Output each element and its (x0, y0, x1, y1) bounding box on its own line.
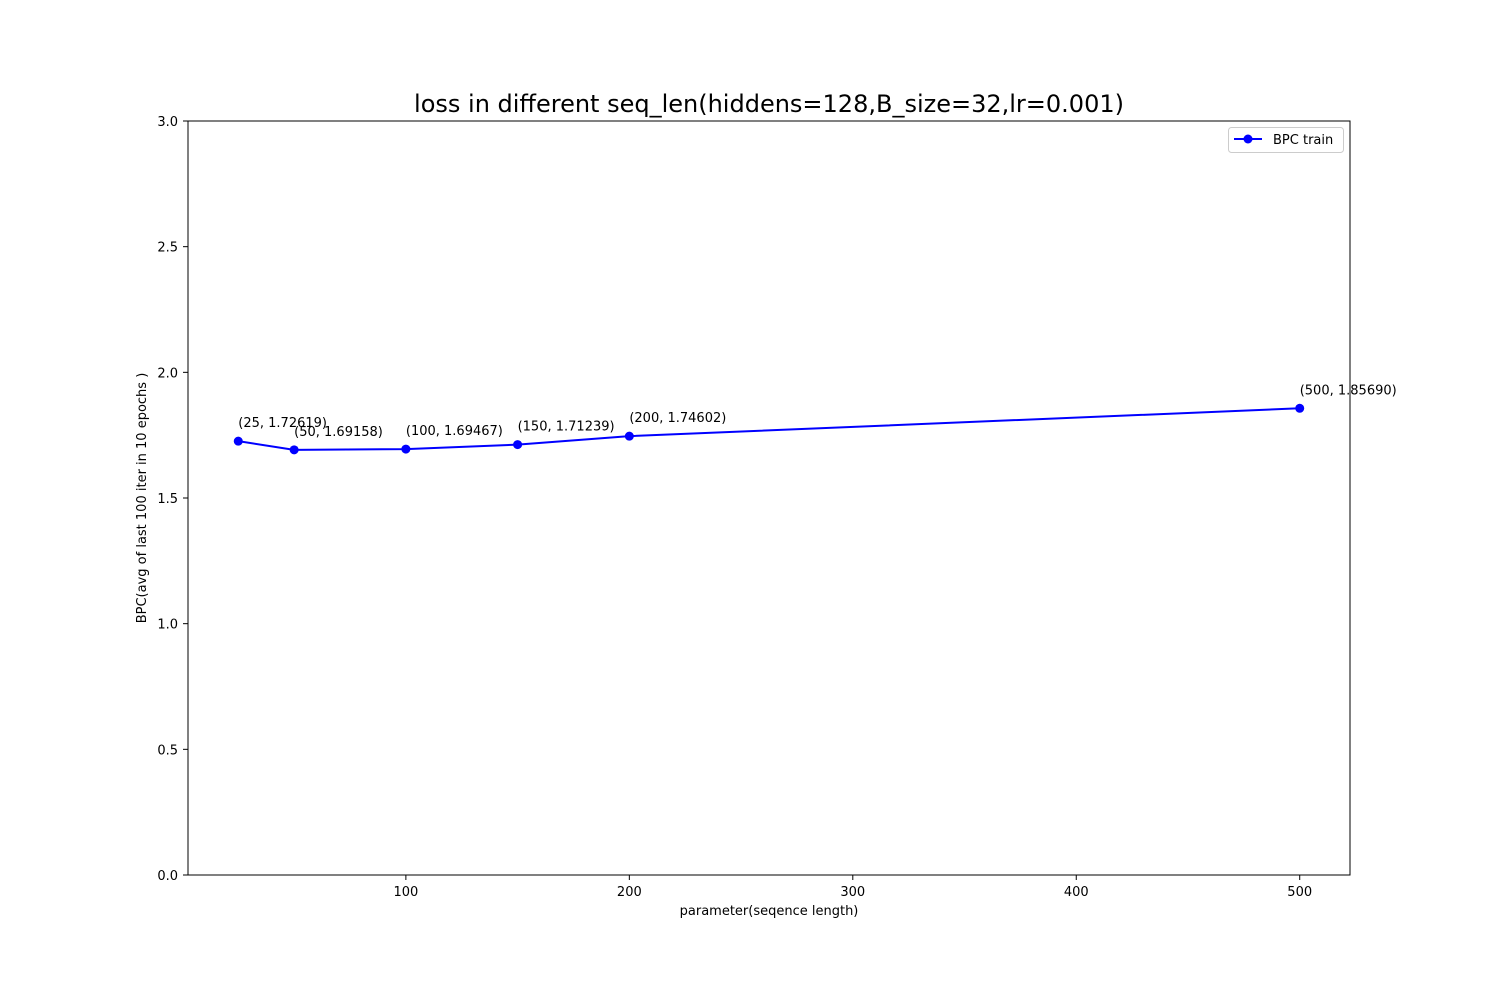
data-point (624, 431, 634, 441)
y-tick-label: 2.0 (157, 366, 178, 381)
legend: BPC train (1228, 127, 1344, 153)
y-tick-label: 1.5 (157, 492, 178, 507)
plot-frame (187, 120, 1351, 876)
data-point (401, 444, 411, 454)
data-point (233, 436, 243, 446)
data-point (513, 440, 523, 450)
x-tick-label: 100 (393, 885, 418, 900)
x-tick-label: 200 (617, 885, 642, 900)
x-axis-title: parameter(seqence length) (680, 904, 859, 919)
data-point-label: (50, 1.69158) (294, 425, 383, 440)
data-point-label: (25, 1.72619) (238, 416, 327, 431)
x-tick-label: 300 (840, 885, 865, 900)
legend-label: BPC train (1273, 133, 1333, 148)
point-labels-layer: (25, 1.72619)(50, 1.69158) (100, 1.69467)… (238, 383, 1396, 440)
y-tick-label: 0.0 (157, 869, 178, 884)
data-point-label: (200, 1.74602) (629, 411, 726, 426)
x-tick-label: 500 (1287, 885, 1312, 900)
plot-area (188, 121, 1350, 875)
y-tick-label: 0.5 (157, 743, 178, 758)
data-point (289, 445, 299, 455)
legend-marker-swatch (1243, 134, 1253, 144)
chart-title: loss in different seq_len(hiddens=128,B_… (414, 90, 1124, 118)
y-axis-ticks: 0.0 0.5 1.0 1.5 2.0 2.5 3.0 (157, 115, 188, 884)
series-layer (233, 403, 1305, 455)
data-point (1295, 403, 1305, 413)
x-axis-ticks: 100 200 300 400 500 (393, 875, 1312, 900)
data-point-label: (150, 1.71239) (518, 420, 615, 435)
y-tick-label: 2.5 (157, 241, 178, 256)
y-tick-label: 3.0 (157, 115, 178, 130)
series-line (238, 407, 1300, 451)
data-point-label: (100, 1.69467) (406, 424, 503, 439)
data-point-label: (500, 1.85690) (1300, 383, 1397, 398)
x-tick-label: 400 (1064, 885, 1089, 900)
y-axis-title: BPC(avg of last 100 iter in 10 epochs ) (135, 373, 150, 624)
legend-box (1228, 127, 1344, 153)
y-tick-label: 1.0 (157, 618, 178, 633)
